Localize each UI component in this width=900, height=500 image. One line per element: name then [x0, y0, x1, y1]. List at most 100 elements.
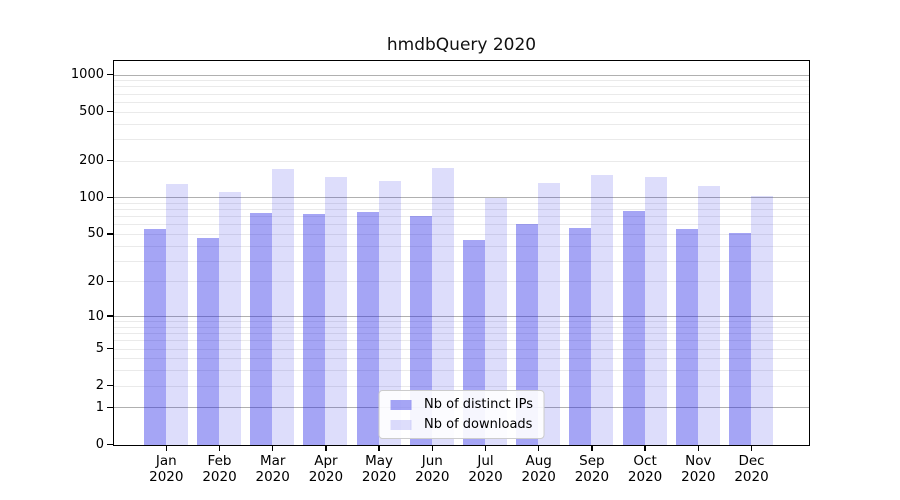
- gridline-minor-6: [114, 340, 809, 342]
- y-tick-label-5: 5: [95, 341, 104, 357]
- gridline-minor-300: [114, 138, 809, 140]
- x-tick-label-jun-2020: Jun 2020: [397, 453, 467, 486]
- gridline-minor-70: [114, 216, 809, 218]
- y-tick-mark-2: [107, 384, 113, 387]
- bar-nb-of-distinct-ips-apr-2020: [303, 213, 326, 445]
- bar-nb-of-downloads-jul-2020: [485, 197, 507, 445]
- y-tick-mark-1: [107, 406, 113, 409]
- x-tick-label-feb-2020: Feb 2020: [185, 453, 255, 486]
- x-tick-label-apr-2020: Apr 2020: [291, 453, 361, 486]
- legend-item-distinct-ips: Nb of distinct IPs: [390, 397, 533, 412]
- y-tick-mark-10: [107, 315, 113, 317]
- bar-nb-of-distinct-ips-dec-2020: [729, 233, 751, 445]
- x-tick-label-year-sep-2020: 2020: [574, 469, 610, 485]
- bar-nb-of-distinct-ips-jan-2020: [143, 228, 166, 445]
- x-tick-label-month-oct-2020: Oct: [633, 452, 657, 469]
- bar-nb-of-downloads-sep-2020: [591, 174, 614, 445]
- bar-nb-of-downloads-mar-2020: [272, 169, 295, 445]
- x-tick-label-year-feb-2020: 2020: [202, 469, 237, 485]
- bar-nb-of-distinct-ips-aug-2020: [516, 224, 539, 445]
- x-tick-label-year-aug-2020: 2020: [521, 469, 556, 485]
- plot-area: Nb of distinct IPs Nb of downloads: [113, 60, 810, 446]
- x-tick-label-year-dec-2020: 2020: [734, 469, 769, 485]
- gridline-minor-600: [114, 101, 809, 103]
- bar-nb-of-distinct-ips-may-2020: [356, 212, 379, 445]
- y-tick-mark-1000: [107, 73, 113, 76]
- x-tick-mark-mar-2020: [272, 446, 274, 451]
- y-tick-label-1: 1: [95, 399, 104, 415]
- x-tick-label-month-sep-2020: Sep: [579, 452, 605, 469]
- y-tick-label-2: 2: [95, 378, 104, 394]
- bar-nb-of-distinct-ips-nov-2020: [675, 229, 698, 445]
- y-tick-label-0: 0: [95, 437, 104, 452]
- y-tick-label-500: 500: [79, 104, 104, 120]
- legend-label-distinct-ips: Nb of distinct IPs: [424, 397, 533, 412]
- x-tick-mark-feb-2020: [218, 446, 221, 451]
- x-tick-label-jan-2020: Jan 2020: [131, 453, 201, 486]
- y-tick-mark-0: [107, 443, 113, 446]
- x-tick-mark-oct-2020: [644, 446, 646, 451]
- y-tick-mark-20: [107, 280, 113, 283]
- x-tick-label-may-2020: May 2020: [344, 453, 414, 486]
- bar-nb-of-distinct-ips-feb-2020: [197, 237, 219, 445]
- gridline-major-1000: [114, 74, 809, 76]
- y-tick-mark-200: [107, 159, 113, 162]
- gridline-minor-90: [114, 202, 809, 204]
- gridline-minor-20: [114, 281, 809, 283]
- bar-nb-of-downloads-aug-2020: [538, 182, 561, 445]
- bar-nb-of-downloads-dec-2020: [751, 195, 773, 445]
- gridline-minor-30: [114, 260, 809, 262]
- gridline-minor-80: [114, 209, 809, 211]
- x-tick-mark-jul-2020: [484, 446, 487, 451]
- x-tick-label-year-may-2020: 2020: [361, 469, 397, 485]
- x-tick-mark-nov-2020: [697, 446, 699, 451]
- gridline-major-100: [114, 197, 809, 199]
- x-tick-label-month-jul-2020: Jul: [477, 452, 494, 469]
- gridline-minor-60: [114, 224, 809, 226]
- gridline-minor-4: [114, 358, 809, 360]
- x-tick-mark-aug-2020: [538, 446, 540, 451]
- gridline-minor-50: [114, 233, 809, 235]
- x-tick-mark-apr-2020: [325, 446, 327, 451]
- bar-nb-of-downloads-apr-2020: [325, 177, 348, 445]
- x-tick-label-month-may-2020: May: [365, 452, 394, 469]
- x-tick-label-year-jun-2020: 2020: [415, 469, 450, 485]
- x-tick-label-month-jan-2020: Jan: [155, 452, 177, 469]
- x-tick-label-month-apr-2020: Apr: [314, 452, 338, 469]
- x-tick-label-aug-2020: Aug 2020: [504, 453, 574, 486]
- gridline-minor-700: [114, 93, 809, 95]
- x-tick-label-mar-2020: Mar 2020: [238, 453, 308, 486]
- x-tick-label-sep-2020: Sep 2020: [557, 453, 627, 486]
- legend-label-downloads: Nb of downloads: [424, 417, 533, 432]
- gridline-minor-500: [114, 111, 809, 113]
- y-tick-label-200: 200: [79, 153, 104, 169]
- x-tick-label-oct-2020: Oct 2020: [610, 453, 680, 486]
- gridline-major-10: [114, 316, 809, 318]
- y-tick-mark-100: [107, 196, 113, 199]
- x-tick-mark-may-2020: [378, 446, 380, 451]
- y-tick-label-1000: 1000: [70, 67, 104, 83]
- gridline-minor-9: [114, 321, 809, 323]
- x-tick-label-year-jan-2020: 2020: [149, 469, 184, 485]
- bar-nb-of-downloads-nov-2020: [697, 186, 720, 445]
- gridline-minor-7: [114, 333, 809, 335]
- gridline-minor-5: [114, 348, 809, 350]
- y-tick-label-20: 20: [87, 273, 104, 289]
- y-tick-label-50: 50: [87, 226, 104, 242]
- x-tick-label-month-nov-2020: Nov: [685, 452, 712, 469]
- legend: Nb of distinct IPs Nb of downloads: [378, 390, 545, 439]
- gridline-minor-2: [114, 385, 809, 387]
- gridline-minor-3: [114, 370, 809, 372]
- gridline-minor-400: [114, 123, 809, 125]
- gridline-minor-40: [114, 245, 809, 247]
- chart-title: hmdbQuery 2020: [386, 35, 537, 55]
- x-tick-label-year-apr-2020: 2020: [308, 469, 344, 485]
- x-tick-label-month-mar-2020: Mar: [259, 452, 286, 469]
- x-tick-label-month-dec-2020: Dec: [738, 452, 765, 469]
- bar-nb-of-distinct-ips-jun-2020: [409, 216, 432, 445]
- bar-nb-of-distinct-ips-sep-2020: [569, 227, 592, 445]
- x-tick-mark-jun-2020: [431, 446, 433, 451]
- y-tick-label-10: 10: [87, 308, 104, 324]
- x-tick-label-month-aug-2020: Aug: [525, 452, 552, 469]
